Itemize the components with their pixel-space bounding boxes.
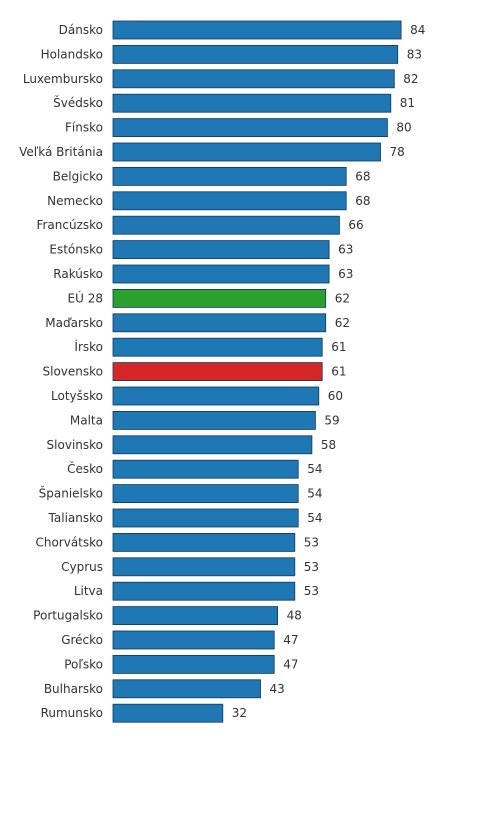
category-label: Malta [70, 413, 103, 427]
category-label: Írsko [74, 339, 103, 354]
value-label: 61 [331, 365, 346, 379]
bar [112, 215, 340, 235]
bar [112, 191, 347, 211]
value-label: 48 [287, 609, 302, 623]
bar [112, 533, 296, 552]
category-label: Estónsko [49, 243, 103, 257]
bar [112, 20, 402, 40]
value-label: 53 [304, 584, 319, 598]
category-label: Rakúsko [53, 267, 103, 281]
bar [112, 264, 330, 284]
bar [112, 288, 327, 308]
bar [112, 508, 299, 528]
value-label: 62 [335, 291, 350, 305]
bar [112, 337, 323, 357]
value-label: 68 [355, 194, 370, 208]
value-label: 63 [338, 267, 353, 281]
category-label: Fínsko [65, 121, 103, 135]
value-label: 47 [283, 657, 298, 671]
bar [112, 313, 327, 333]
bar [112, 69, 395, 89]
category-label: Rumunsko [41, 706, 103, 720]
category-label: Česko [67, 461, 103, 476]
value-label: 63 [338, 243, 353, 257]
value-label: 58 [321, 438, 336, 452]
bar [112, 557, 296, 577]
category-label: Litva [74, 584, 103, 598]
category-label: Portugalsko [33, 609, 103, 623]
bar [112, 435, 313, 455]
category-label: Taliansko [48, 511, 103, 525]
bar [112, 630, 275, 650]
category-label: Holandsko [41, 47, 103, 61]
value-label: 59 [324, 413, 339, 427]
category-label: Grécko [61, 633, 103, 647]
bar [112, 93, 392, 113]
value-label: 54 [307, 462, 322, 476]
category-label: Dánsko [59, 23, 103, 37]
value-label: 62 [335, 316, 350, 330]
value-label: 54 [307, 511, 322, 525]
category-label: Poľsko [64, 657, 103, 671]
bar [112, 581, 296, 601]
bar [112, 703, 224, 723]
bar [112, 142, 381, 162]
bar [112, 362, 323, 382]
value-label: 84 [410, 23, 425, 37]
value-label: 78 [390, 145, 405, 159]
value-label: 81 [400, 96, 415, 110]
category-label: EÚ 28 [68, 290, 103, 305]
value-label: 54 [307, 487, 322, 501]
value-label: 68 [355, 169, 370, 183]
value-label: 66 [348, 218, 363, 232]
value-label: 60 [328, 389, 343, 403]
bar [112, 240, 330, 260]
value-label: 53 [304, 535, 319, 549]
bar [112, 606, 279, 625]
bar [112, 679, 261, 699]
category-label: Slovinsko [47, 438, 103, 452]
bar [112, 484, 299, 504]
category-label: Nemecko [47, 194, 103, 208]
category-label: Francúzsko [36, 218, 103, 232]
value-label: 61 [331, 340, 346, 354]
category-label: Belgicko [53, 169, 103, 183]
value-label: 32 [232, 706, 247, 720]
category-label: Švédsko [53, 95, 103, 110]
value-label: 43 [270, 682, 285, 696]
category-label: Slovensko [43, 365, 104, 379]
category-label: Luxembursko [23, 72, 103, 86]
value-label: 53 [304, 560, 319, 574]
value-label: 83 [407, 47, 422, 61]
category-label: Cyprus [61, 560, 103, 574]
bar [112, 410, 316, 430]
category-label: Veľká Británia [19, 145, 103, 159]
category-label: Lotyšsko [51, 389, 103, 403]
value-label: 80 [396, 121, 411, 135]
category-label: Španielsko [39, 486, 103, 501]
value-label: 47 [283, 633, 298, 647]
value-label: 82 [403, 72, 418, 86]
category-label: Bulharsko [44, 682, 103, 696]
bar [112, 386, 320, 406]
bar [112, 118, 388, 137]
bar [112, 45, 399, 64]
bar [112, 166, 347, 186]
bar [112, 655, 275, 674]
bar [112, 459, 299, 479]
category-label: Maďarsko [45, 316, 103, 330]
category-label: Chorvátsko [35, 535, 103, 549]
